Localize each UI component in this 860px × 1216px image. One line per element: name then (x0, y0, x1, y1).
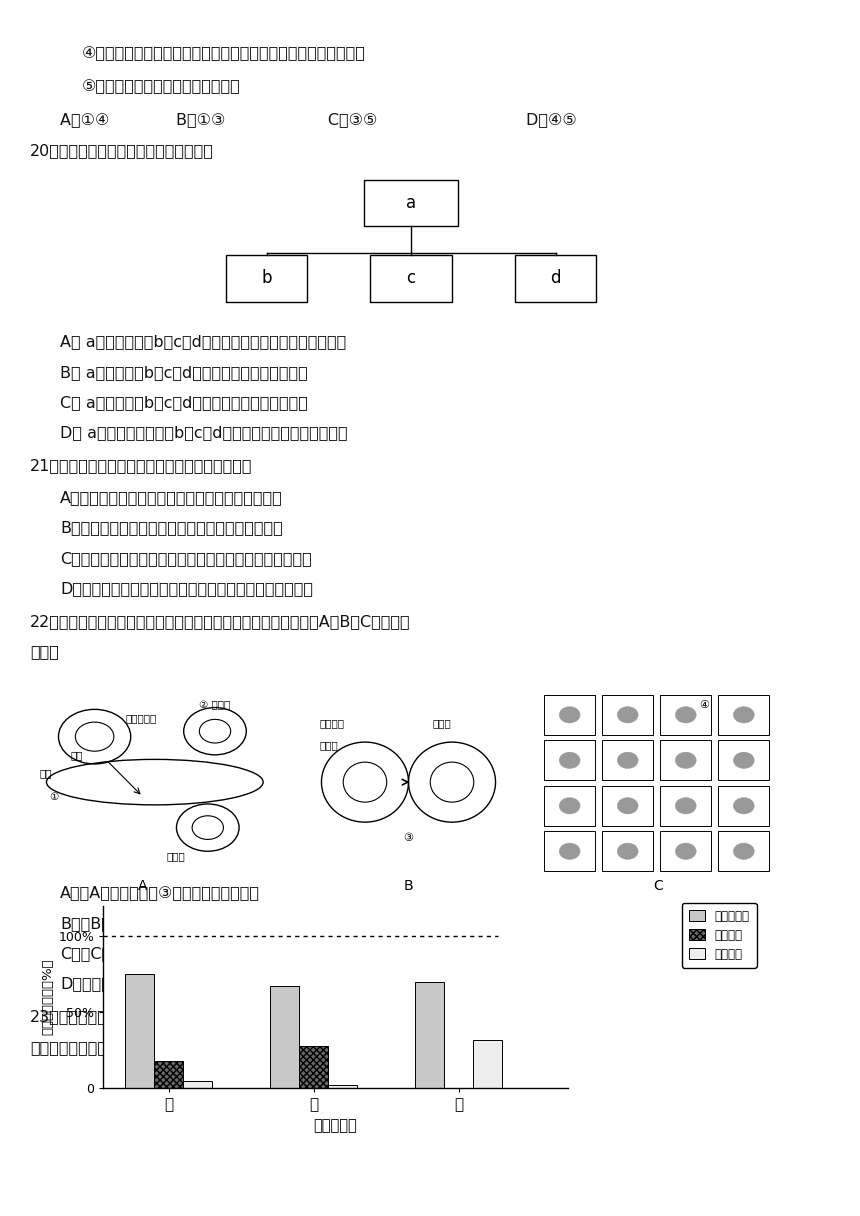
Circle shape (617, 798, 638, 814)
Text: 误的是: 误的是 (30, 644, 59, 659)
Bar (125, 974, 154, 1088)
Text: C． a表示脂质，b、c、d分别表示脂肥、磷脂、固醇: C． a表示脂质，b、c、d分别表示脂肥、磷脂、固醇 (60, 395, 308, 410)
Legend: 蛋白质含量, 脂质含量, 核酸含量: 蛋白质含量, 脂质含量, 核酸含量 (682, 902, 757, 968)
Circle shape (559, 706, 580, 724)
Circle shape (734, 843, 754, 860)
FancyBboxPatch shape (370, 255, 452, 302)
Text: C．图C表示动、植物细胞间的信息交流还可以通过相邻细胞间的胞间连丝进行: C．图C表示动、植物细胞间的信息交流还可以通过相邻细胞间的胞间连丝进行 (60, 946, 400, 961)
Text: ①: ① (49, 792, 58, 801)
Text: 激素: 激素 (71, 750, 83, 760)
Circle shape (675, 753, 697, 769)
Text: D．生物膜之间可以通过具膜小泡的转移实现膜成分的更新: D．生物膜之间可以通过具膜小泡的转移实现膜成分的更新 (60, 581, 313, 596)
Circle shape (734, 753, 754, 769)
Text: 靶细胞: 靶细胞 (433, 719, 451, 728)
Text: C: C (653, 878, 663, 893)
Text: 靶细胞: 靶细胞 (167, 851, 186, 861)
Text: 20．下列概念不能用如图模型来表示的是: 20．下列概念不能用如图模型来表示的是 (30, 143, 214, 158)
Circle shape (734, 706, 754, 724)
Bar (270, 986, 299, 1088)
Text: D． a表示生物大分子，b、c、d分别表示糖类、蛋白质、核酸: D． a表示生物大分子，b、c、d分别表示糖类、蛋白质、核酸 (60, 426, 347, 440)
Text: 内分泌细胞: 内分泌细胞 (126, 713, 157, 724)
Bar (660, 832, 711, 872)
Y-axis label: 有机物的含量（%）: 有机物的含量（%） (41, 958, 54, 1036)
Bar (718, 694, 770, 734)
Circle shape (617, 753, 638, 769)
Circle shape (617, 706, 638, 724)
Text: d: d (550, 270, 561, 287)
FancyBboxPatch shape (514, 255, 597, 302)
Text: A．①④             B．①③                    C．③⑤                             D．④⑤: A．①④ B．①③ C．③⑤ D．④⑤ (60, 112, 577, 126)
Text: A: A (138, 878, 148, 893)
Circle shape (675, 798, 697, 814)
Bar (718, 786, 770, 826)
Text: A． a表示核苷酸，b、c、d分别表示含氮碱基、五碳糖、磷酸: A． a表示核苷酸，b、c、d分别表示含氮碱基、五碳糖、磷酸 (60, 334, 347, 349)
Text: 发出信号: 发出信号 (319, 719, 345, 728)
Text: B．细胞膜上的糖类分子具有识别和运输等重要功能: B．细胞膜上的糖类分子具有识别和运输等重要功能 (60, 520, 283, 535)
Text: ⑤多糖都是动植物细胞内的储能物质: ⑤多糖都是动植物细胞内的储能物质 (82, 79, 241, 94)
Bar (544, 741, 595, 781)
Text: B． a表示糖类，b、c、d分别表示单糖、二糖、多糖: B． a表示糖类，b、c、d分别表示单糖、二糖、多糖 (60, 365, 308, 379)
Bar (544, 786, 595, 826)
Text: B．图B可以表示精子与卵细胞的识别: B．图B可以表示精子与卵细胞的识别 (60, 916, 226, 930)
Text: C．细胞膜的流动镞嵌模型体现了结构与功能相适应的特点: C．细胞膜的流动镞嵌模型体现了结构与功能相适应的特点 (60, 551, 312, 565)
Bar (602, 694, 654, 734)
Text: a: a (406, 195, 416, 212)
Bar (473, 1040, 502, 1088)
Text: 所示。下列叙述正确的是: 所示。下列叙述正确的是 (30, 1040, 136, 1054)
Circle shape (559, 753, 580, 769)
Text: D．细胞间的信息交流大多与细胞膜的结构和功能有关: D．细胞间的信息交流大多与细胞膜的结构和功能有关 (60, 976, 294, 991)
FancyBboxPatch shape (364, 180, 458, 226)
Bar (602, 741, 654, 781)
X-axis label: 细胞器种类: 细胞器种类 (314, 1118, 357, 1133)
Text: c: c (407, 270, 415, 287)
Bar (718, 741, 770, 781)
Circle shape (675, 843, 697, 860)
Bar (544, 694, 595, 734)
Text: 血管: 血管 (40, 769, 52, 778)
Text: 的细胞: 的细胞 (319, 741, 338, 750)
Bar (544, 832, 595, 872)
Text: ② 靶细胞: ② 靶细胞 (200, 700, 230, 710)
Text: A．小鼠细胞和人细胞的融合依赖于细胞膜的流动性: A．小鼠细胞和人细胞的融合依赖于细胞膜的流动性 (60, 490, 283, 505)
Text: 23．用差速离心法分离出某动物细胞的3种细胞器，经测定其中3种有机物的含量如图: 23．用差速离心法分离出某动物细胞的3种细胞器，经测定其中3种有机物的含量如图 (30, 1009, 407, 1024)
Bar (602, 832, 654, 872)
Text: A．图A中，靶细胞上③的化学本质是糖蛋白: A．图A中，靶细胞上③的化学本质是糖蛋白 (60, 885, 261, 900)
Bar (660, 741, 711, 781)
Circle shape (559, 798, 580, 814)
Circle shape (559, 843, 580, 860)
Bar (154, 1060, 183, 1088)
Bar (718, 832, 770, 872)
Text: B: B (403, 878, 414, 893)
Bar (299, 1046, 329, 1088)
Circle shape (675, 706, 697, 724)
Bar (329, 1085, 357, 1088)
Text: b: b (261, 270, 272, 287)
Circle shape (734, 798, 754, 814)
Bar (660, 786, 711, 826)
Text: 22．细胞之间通过信息交流，保证细胞间功能的协调。下列关于图A、B、C的说法错: 22．细胞之间通过信息交流，保证细胞间功能的协调。下列关于图A、B、C的说法错 (30, 614, 411, 629)
Text: ③: ③ (403, 833, 414, 843)
FancyBboxPatch shape (225, 255, 308, 302)
Bar (660, 694, 711, 734)
Circle shape (617, 843, 638, 860)
Bar (183, 1081, 212, 1088)
Text: ④葡萄糖、果糖均为还原糖，由二者缩合而成的蔗糖也具有还原性: ④葡萄糖、果糖均为还原糖，由二者缩合而成的蔗糖也具有还原性 (82, 46, 365, 61)
Text: ④: ④ (699, 700, 710, 710)
Bar (415, 983, 445, 1088)
Text: 21．下列有关生物膜结构和功能的叙述，错误的是: 21．下列有关生物膜结构和功能的叙述，错误的是 (30, 458, 253, 473)
Bar (602, 786, 654, 826)
